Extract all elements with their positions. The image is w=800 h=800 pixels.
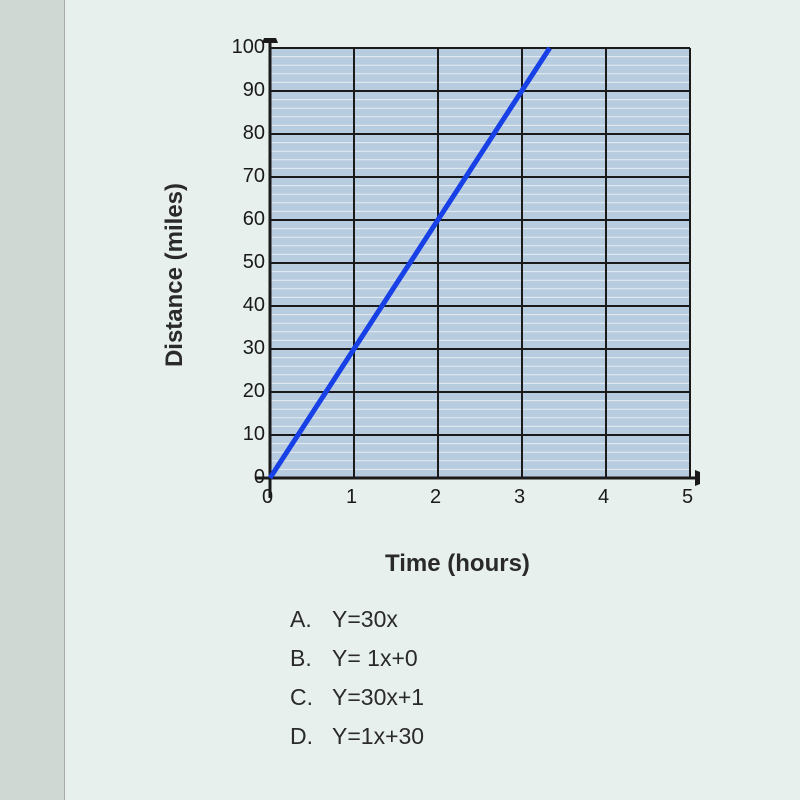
x-tick: 4 (598, 486, 609, 509)
chart: 0 10 20 30 40 50 60 70 80 90 100 0 1 2 3 4 5 (220, 38, 700, 518)
answer-letter: A. (290, 600, 314, 639)
answer-choices: A. Y=30x B. Y= 1x+0 C. Y=30x+1 D. Y=1x+3… (290, 600, 424, 756)
y-axis-label: Distance (miles) (161, 183, 189, 367)
answer-text: Y=30x+1 (332, 678, 424, 717)
x-tick: 3 (514, 486, 525, 509)
y-tick: 20 (225, 380, 265, 403)
answer-c[interactable]: C. Y=30x+1 (290, 678, 424, 717)
answer-text: Y=1x+30 (332, 717, 424, 756)
answer-letter: B. (290, 639, 314, 678)
x-tick: 0 (262, 486, 273, 509)
answer-letter: C. (290, 678, 314, 717)
sidebar-stub (0, 0, 65, 800)
answer-text: Y= 1x+0 (332, 639, 418, 678)
answer-letter: D. (290, 717, 314, 756)
y-tick: 50 (225, 251, 265, 274)
answer-a[interactable]: A. Y=30x (290, 600, 424, 639)
answer-text: Y=30x (332, 600, 398, 639)
y-tick: 0 (225, 466, 265, 489)
y-tick: 90 (225, 79, 265, 102)
y-tick: 40 (225, 294, 265, 317)
content-area: Distance (miles) Time (hours) 0102030405… (65, 0, 800, 800)
y-tick: 100 (225, 36, 265, 59)
y-tick: 70 (225, 165, 265, 188)
answer-d[interactable]: D. Y=1x+30 (290, 717, 424, 756)
answer-b[interactable]: B. Y= 1x+0 (290, 639, 424, 678)
y-tick: 60 (225, 208, 265, 231)
x-axis-label: Time (hours) (385, 550, 530, 578)
x-tick: 5 (682, 486, 693, 509)
x-arrow (695, 470, 700, 486)
y-tick: 30 (225, 337, 265, 360)
y-tick: 10 (225, 423, 265, 446)
x-tick: 2 (430, 486, 441, 509)
chart-svg (220, 38, 700, 518)
y-tick: 80 (225, 122, 265, 145)
x-tick: 1 (346, 486, 357, 509)
